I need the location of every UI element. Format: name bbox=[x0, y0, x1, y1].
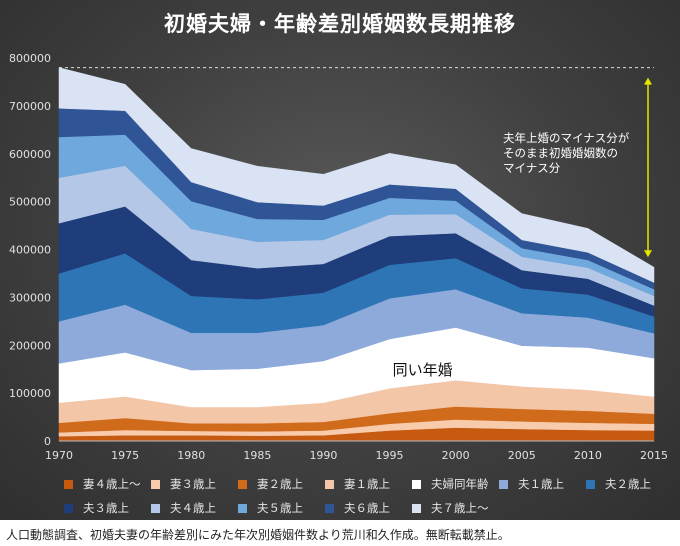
legend-label: 夫３歳上 bbox=[83, 501, 129, 515]
legend-swatch bbox=[151, 479, 160, 489]
legend-item: 夫７歳上～ bbox=[412, 500, 499, 516]
source-note: 人口動態調査、初婚夫妻の年齢差別にみた年次別婚姻件数より荒川和久作成。無断転載禁… bbox=[6, 528, 510, 542]
legend-label: 夫２歳上 bbox=[605, 477, 651, 491]
legend-label: 夫６歳上 bbox=[344, 501, 390, 515]
legend-item: 夫２歳上 bbox=[586, 476, 673, 492]
x-tick-label: 2010 bbox=[574, 449, 602, 462]
legend-swatch bbox=[325, 479, 334, 489]
annotation-note-line: 夫年上婚のマイナス分が bbox=[503, 131, 630, 145]
x-tick-label: 1985 bbox=[243, 449, 271, 462]
x-tick-label: 2000 bbox=[442, 449, 470, 462]
legend-swatch bbox=[151, 503, 160, 513]
x-tick-label: 1990 bbox=[309, 449, 337, 462]
legend-item: 妻４歳上～ bbox=[64, 476, 151, 492]
legend-item: 妻１歳上 bbox=[325, 476, 412, 492]
legend-swatch bbox=[64, 503, 73, 513]
legend-swatch bbox=[412, 479, 421, 489]
y-tick-label: 300000 bbox=[9, 291, 51, 304]
legend-swatch bbox=[64, 479, 73, 489]
annotation-note-line: そのまま初婚婚姻数の bbox=[503, 146, 618, 160]
decline-arrow-head-top bbox=[644, 77, 652, 85]
legend-row: 妻４歳上～ 妻３歳上 妻２歳上 妻１歳上 夫婦同年齢 夫１歳上 夫２歳上 bbox=[64, 472, 674, 496]
x-tick-label: 2015 bbox=[640, 449, 668, 462]
legend-label: 妻１歳上 bbox=[344, 477, 390, 491]
y-tick-label: 0 bbox=[44, 435, 51, 448]
x-tick-label: 1995 bbox=[376, 449, 404, 462]
legend-swatch bbox=[412, 503, 421, 513]
x-tick-label: 1975 bbox=[111, 449, 139, 462]
annotation-note-line: マイナス分 bbox=[503, 161, 561, 175]
legend-item: 夫５歳上 bbox=[238, 500, 325, 516]
legend-swatch bbox=[499, 479, 508, 489]
x-tick-label: 1980 bbox=[177, 449, 205, 462]
area-layers bbox=[58, 67, 655, 442]
legend-label: 夫婦同年齢 bbox=[431, 477, 489, 491]
legend-item: 夫１歳上 bbox=[499, 476, 586, 492]
legend-swatch bbox=[238, 479, 247, 489]
legend-item: 夫６歳上 bbox=[325, 500, 412, 516]
legend-item: 妻３歳上 bbox=[151, 476, 238, 492]
legend-swatch bbox=[586, 479, 595, 489]
legend-label: 妻４歳上～ bbox=[83, 477, 141, 491]
inline-label-same-age: 同い年婚 bbox=[393, 361, 453, 379]
legend-row: 夫３歳上 夫４歳上 夫５歳上 夫６歳上 夫７歳上～ bbox=[64, 496, 674, 520]
decline-arrow-head-bottom bbox=[644, 250, 652, 258]
legend-label: 妻３歳上 bbox=[170, 477, 216, 491]
y-tick-label: 800000 bbox=[9, 52, 51, 65]
legend-label: 夫１歳上 bbox=[518, 477, 564, 491]
y-tick-label: 200000 bbox=[9, 339, 51, 352]
legend-swatch bbox=[325, 503, 334, 513]
legend-swatch bbox=[238, 503, 247, 513]
x-tick-label: 2005 bbox=[508, 449, 536, 462]
y-tick-label: 500000 bbox=[9, 196, 51, 209]
legend-label: 夫７歳上～ bbox=[431, 501, 489, 515]
chart-panel: 0 100000 200000 300000 400000 500000 600000 700… bbox=[0, 0, 680, 520]
y-tick-label: 400000 bbox=[9, 244, 51, 257]
y-tick-label: 600000 bbox=[9, 148, 51, 161]
legend-item: 夫婦同年齢 bbox=[412, 476, 499, 492]
y-tick-label: 100000 bbox=[9, 387, 51, 400]
legend-label: 夫５歳上 bbox=[257, 501, 303, 515]
legend-item: 夫４歳上 bbox=[151, 500, 238, 516]
area-chart: 0 100000 200000 300000 400000 500000 600000 700… bbox=[9, 52, 668, 462]
chart-title: 初婚夫婦・年齢差別婚姻数長期推移 bbox=[164, 12, 516, 36]
legend-label: 夫４歳上 bbox=[170, 501, 216, 515]
legend: 妻４歳上～ 妻３歳上 妻２歳上 妻１歳上 夫婦同年齢 夫１歳上 夫２歳上夫３歳上 夫４歳上 夫５… bbox=[64, 472, 674, 520]
legend-item: 妻２歳上 bbox=[238, 476, 325, 492]
legend-label: 妻２歳上 bbox=[257, 477, 303, 491]
area-series-11 bbox=[58, 67, 655, 283]
y-tick-label: 700000 bbox=[9, 100, 51, 113]
legend-item: 夫３歳上 bbox=[64, 500, 151, 516]
x-tick-label: 1970 bbox=[45, 449, 73, 462]
